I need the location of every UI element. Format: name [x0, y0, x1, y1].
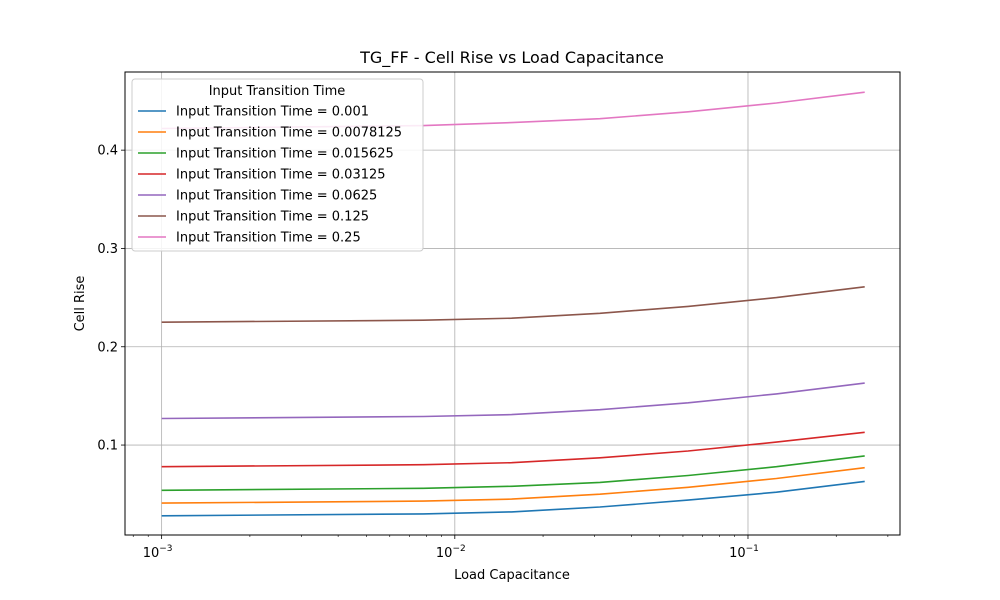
- series-line-2: [161, 455, 865, 492]
- series-line-3: [161, 431, 865, 468]
- legend-title: Input Transition Time: [209, 84, 346, 99]
- series-line-4: [161, 382, 865, 420]
- legend-label: Input Transition Time = 0.001: [176, 105, 369, 120]
- x-tick-label: 10−3: [143, 544, 173, 561]
- x-axis-label: Load Capacitance: [454, 568, 570, 583]
- y-tick-label: 0.4: [97, 144, 118, 159]
- legend-label: Input Transition Time = 0.25: [176, 231, 361, 246]
- legend-label: Input Transition Time = 0.0625: [176, 189, 377, 204]
- legend-label: Input Transition Time = 0.0078125: [176, 126, 402, 141]
- legend-box: [131, 78, 424, 252]
- legend-label: Input Transition Time = 0.015625: [176, 147, 394, 162]
- legend: Input Transition Time Input Transition T…: [131, 78, 424, 252]
- x-axis: 10−3 10−2 10−1: [132, 535, 889, 561]
- series-line-1: [161, 466, 865, 504]
- series-line-0: [161, 480, 865, 517]
- legend-label: Input Transition Time = 0.125: [176, 210, 369, 225]
- y-axis-label: Cell Rise: [73, 276, 88, 332]
- y-tick-label: 0.1: [97, 439, 118, 454]
- y-tick-label: 0.3: [97, 242, 118, 257]
- x-tick-label: 10−1: [729, 544, 759, 561]
- chart-title: TG_FF - Cell Rise vs Load Capacitance: [359, 48, 664, 68]
- y-axis: 0.1 0.2 0.3 0.4: [97, 144, 125, 454]
- legend-label: Input Transition Time = 0.03125: [176, 168, 386, 183]
- series-line-5: [161, 286, 865, 323]
- plot-frame: [124, 71, 901, 536]
- x-tick-label: 10−2: [436, 544, 466, 561]
- y-tick-label: 0.2: [97, 340, 118, 355]
- series-lines: [161, 91, 865, 517]
